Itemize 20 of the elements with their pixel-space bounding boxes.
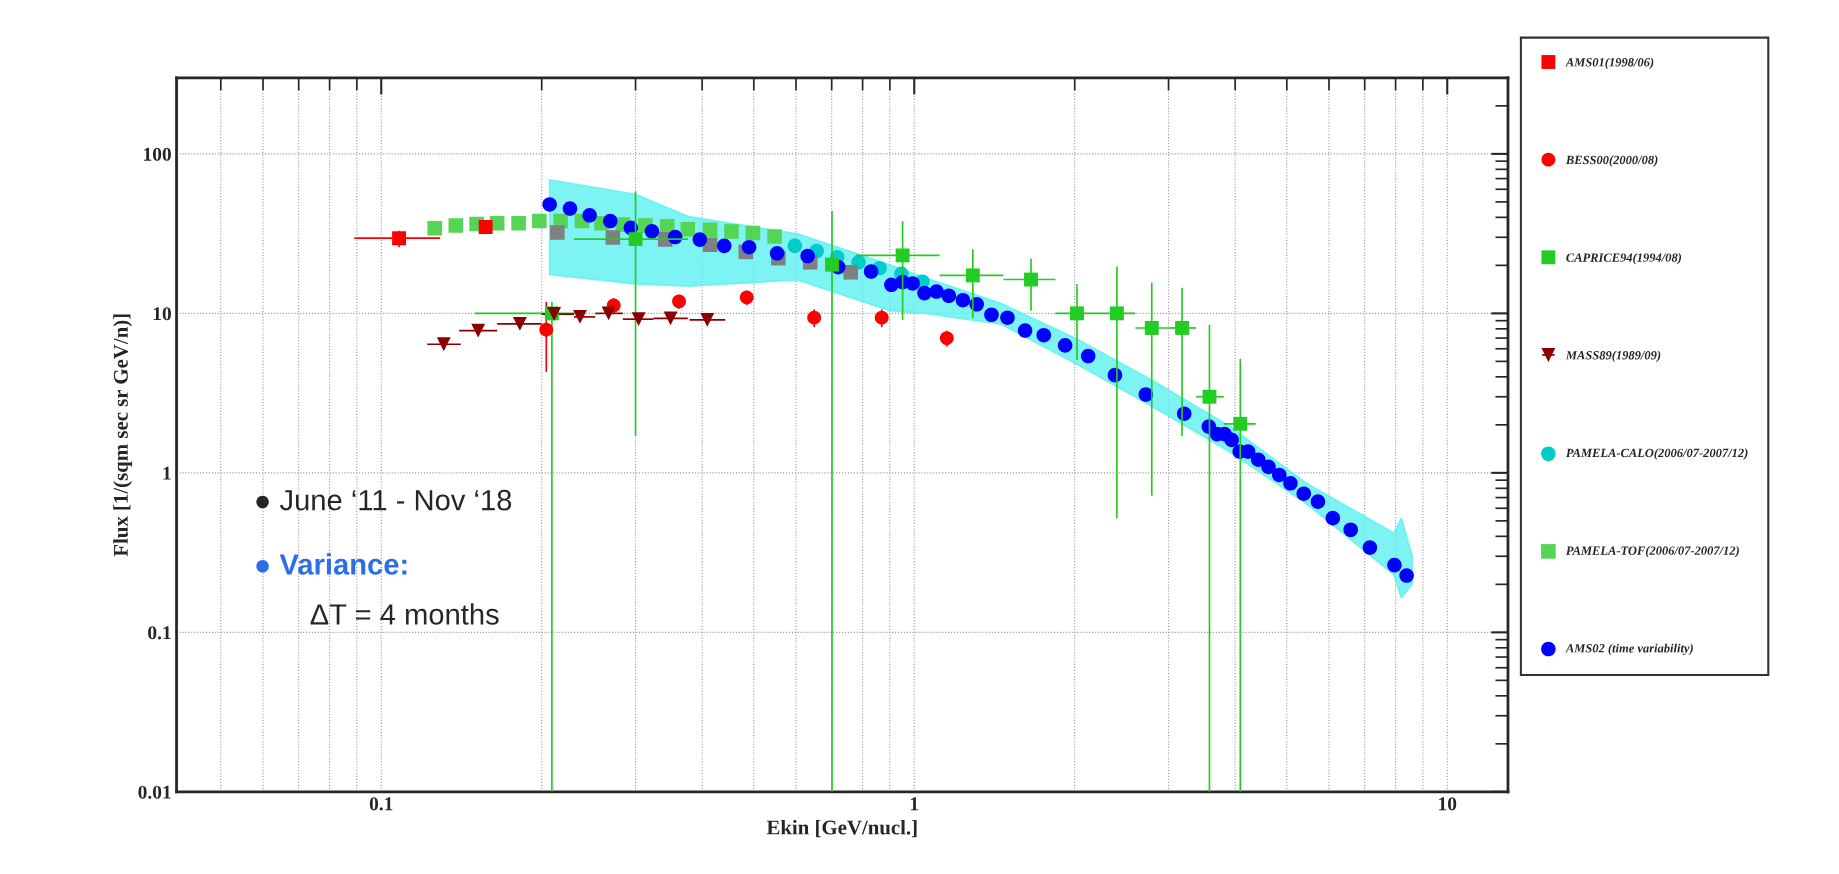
y-tick-label: 100	[144, 147, 171, 161]
x-axis-title: Ekin [GeV/nucl.]	[766, 819, 917, 838]
x-tick-label: 10	[1439, 797, 1457, 811]
x-tick-label: 1	[910, 797, 919, 811]
legend-label: BESS00(2000/08)	[1565, 155, 1658, 167]
y-tick-label: 10	[153, 307, 171, 321]
annotation: ΔT = 4 months	[310, 603, 499, 625]
legend-label: CAPRICE94(1994/08)	[1566, 253, 1682, 265]
legend-label: PAMELA-TOF(2006/07-2007/12)	[1565, 546, 1739, 558]
y-tick-label: 0.01	[138, 785, 171, 799]
legend-label: PAMELA-CALO(2006/07-2007/12)	[1565, 448, 1748, 460]
annotation: ● June ‘11 - Nov ‘18	[256, 489, 512, 511]
y-tick-label: 0.1	[148, 626, 171, 640]
legend-label: MASS89(1989/09)	[1565, 350, 1661, 363]
x-tick-label: 0.1	[369, 797, 393, 811]
annotation: ● Variance:	[256, 553, 407, 575]
y-axis-title: Flux [1/(sqm sec sr GeV/n)]	[113, 314, 133, 557]
legend-label: AMS01(1998/06)	[1565, 57, 1654, 70]
legend-label: AMS02 (time variability)	[1565, 643, 1693, 656]
y-tick-label: 1	[163, 466, 171, 480]
